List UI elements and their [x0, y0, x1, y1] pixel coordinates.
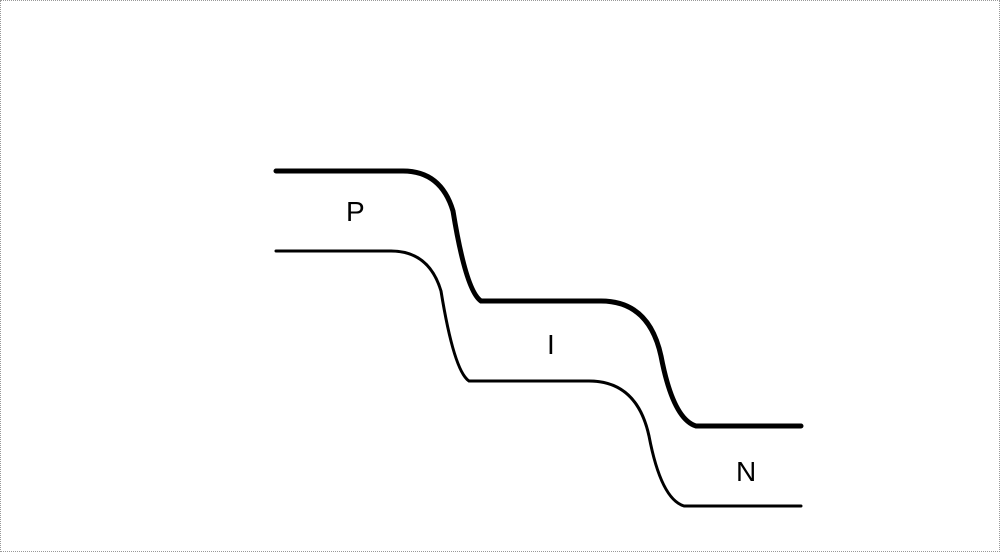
band-diagram-svg: [1, 1, 1000, 553]
n-region-label: N: [736, 456, 756, 488]
p-region-label: P: [346, 196, 365, 228]
energy-band-diagram: P I N: [1, 1, 1000, 553]
lower-band-line: [276, 251, 801, 506]
i-region-label: I: [547, 329, 555, 361]
